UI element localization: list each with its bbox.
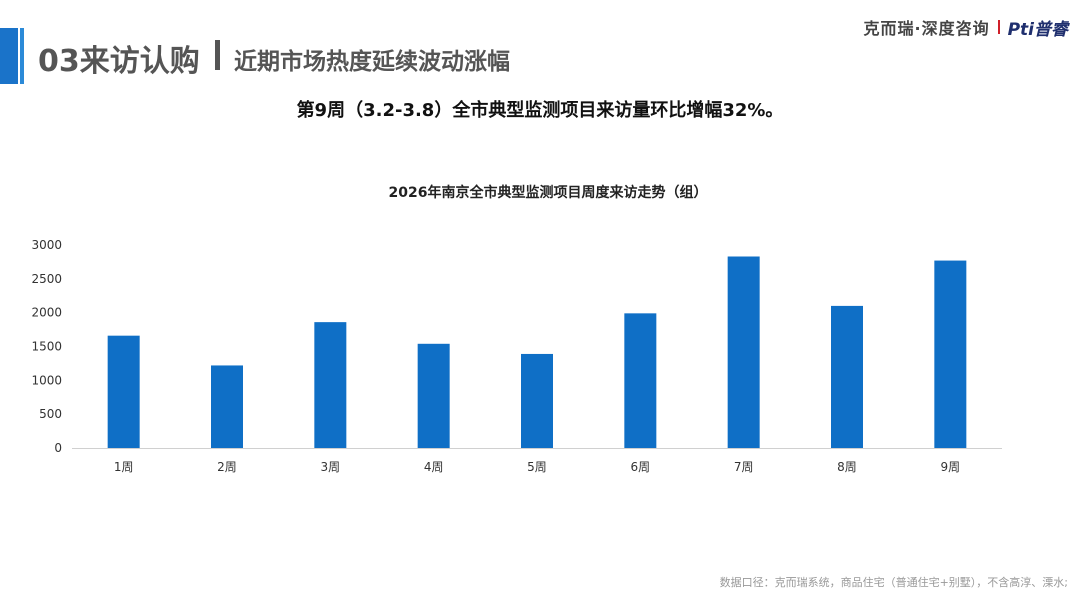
x-tick-label: 9周 bbox=[941, 460, 961, 474]
x-tick-label: 2周 bbox=[217, 460, 237, 474]
x-tick-label: 3周 bbox=[321, 460, 341, 474]
brand-divider bbox=[997, 20, 1000, 34]
x-tick-label: 4周 bbox=[424, 460, 444, 474]
bar bbox=[624, 313, 657, 448]
bar bbox=[417, 343, 450, 448]
y-tick-label: 2000 bbox=[31, 306, 62, 320]
y-tick-label: 1500 bbox=[31, 340, 62, 354]
chart-title: 2026年南京全市典型监测项目周度来访走势（组） bbox=[389, 184, 708, 201]
bar bbox=[727, 256, 760, 448]
title-accent-bar bbox=[0, 28, 18, 84]
bar bbox=[107, 335, 140, 448]
y-tick-label: 1000 bbox=[31, 373, 62, 387]
bar bbox=[211, 365, 243, 448]
bar bbox=[831, 305, 863, 448]
headline-text: 第9周（3.2-3.8）全市典型监测项目来访量环比增幅32%。 bbox=[296, 100, 784, 121]
page-subtitle: 近期市场热度延续波动涨幅 bbox=[234, 49, 510, 75]
x-tick-label: 6周 bbox=[631, 460, 651, 474]
x-tick-label: 8周 bbox=[837, 460, 857, 474]
y-tick-label: 3000 bbox=[31, 238, 62, 252]
brand-logo: Pti普睿 bbox=[1007, 19, 1068, 40]
brand-block: 克而瑞·深度咨询 Pti普睿 bbox=[863, 14, 1068, 40]
x-tick-label: 7周 bbox=[734, 460, 754, 474]
y-tick-label: 2500 bbox=[31, 272, 62, 286]
bar bbox=[934, 260, 967, 448]
x-tick-label: 5周 bbox=[527, 460, 547, 474]
title-divider bbox=[215, 40, 220, 70]
brand-name: 克而瑞·深度咨询 bbox=[863, 19, 990, 38]
y-tick-label: 500 bbox=[39, 407, 62, 421]
page-title: 03来访认购 bbox=[38, 44, 200, 79]
bars-group bbox=[107, 256, 967, 448]
x-tick-label: 1周 bbox=[114, 460, 134, 474]
y-tick-label: 0 bbox=[54, 441, 62, 455]
y-axis-ticks: 0 500 1000 1500 2000 2500 3000 bbox=[31, 238, 62, 455]
bar bbox=[521, 353, 553, 448]
data-source-footnote: 数据口径：克而瑞系统，商品住宅（普通住宅+别墅），不含高淳、溧水; bbox=[719, 576, 1068, 589]
x-axis-ticks: 1周 2周 3周 4周 5周 6周 7周 8周 9周 bbox=[114, 460, 960, 474]
title-accent-bar-thin bbox=[20, 28, 24, 84]
bar bbox=[314, 322, 347, 448]
